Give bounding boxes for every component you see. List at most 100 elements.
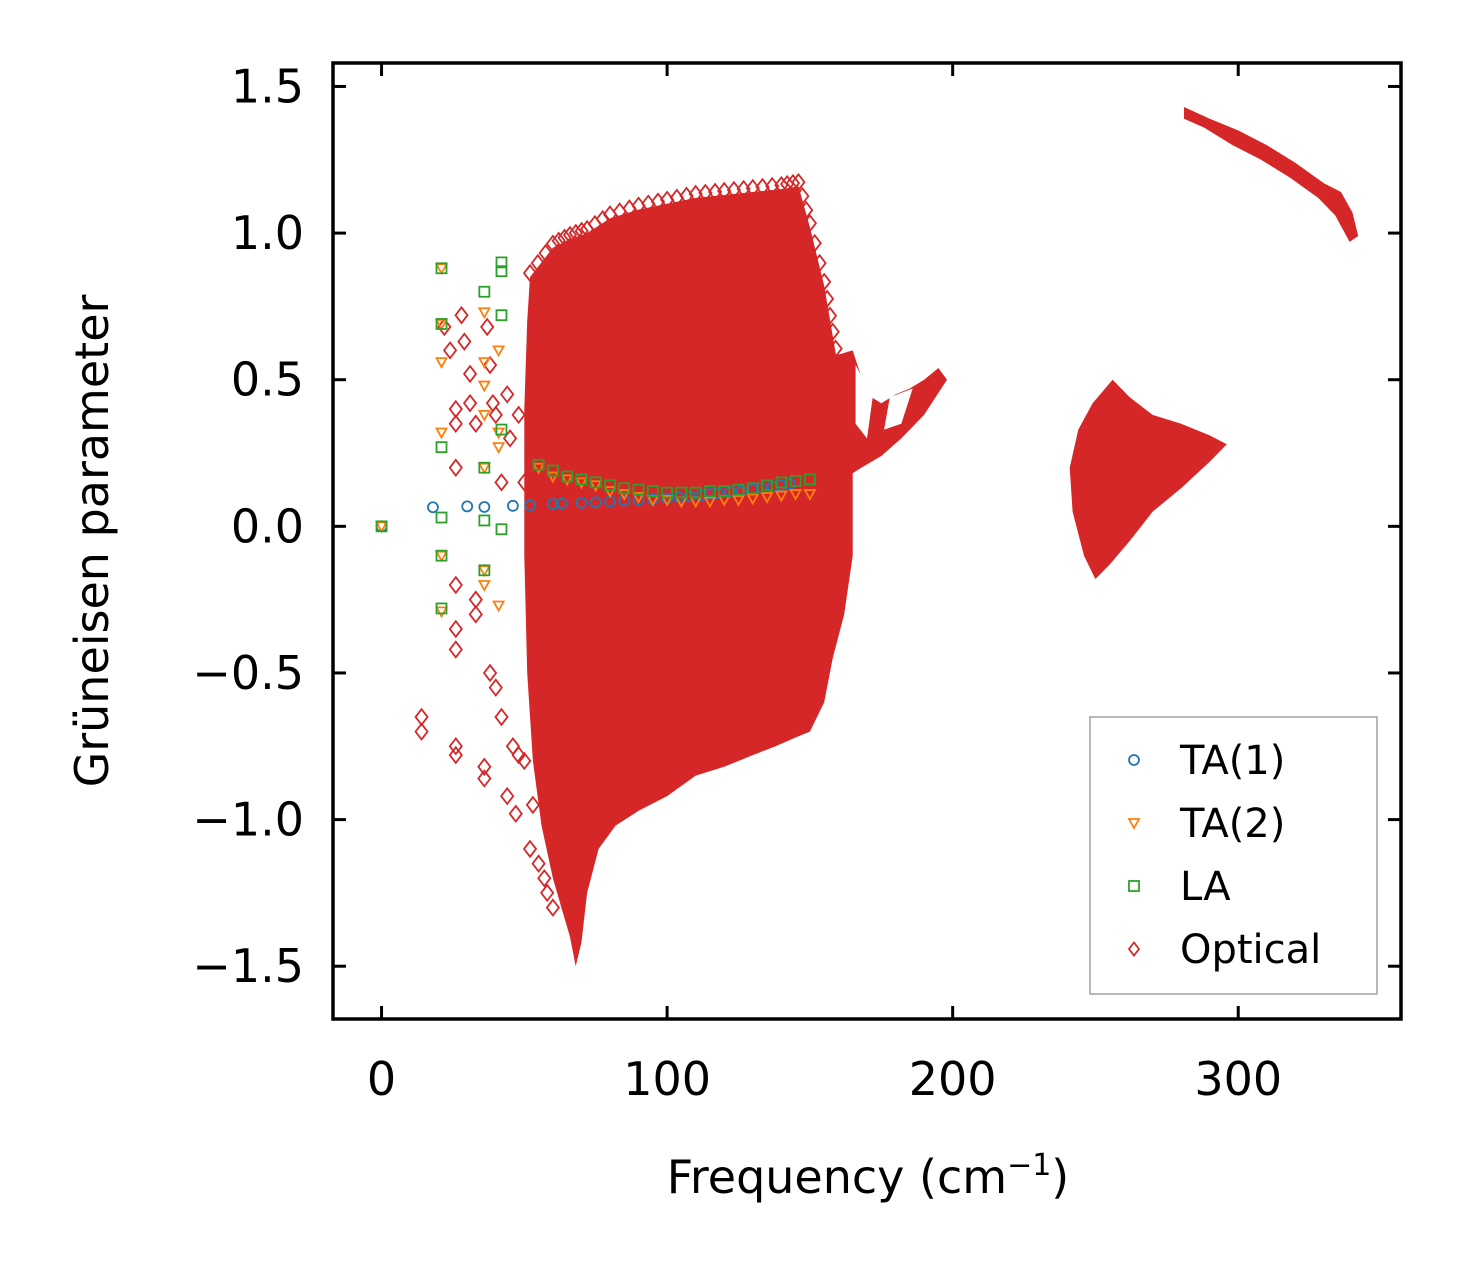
la-point: [732, 483, 745, 496]
ta-2-point: [703, 496, 717, 509]
optical-point: [502, 429, 518, 448]
optical-point: [517, 751, 532, 771]
optical-edge-marker: [791, 172, 806, 192]
optical-point: [511, 405, 526, 425]
optical-dense-main: [524, 186, 853, 967]
optical-point: [500, 786, 515, 806]
ta-1-point: [507, 499, 519, 512]
ta-1-point: [555, 497, 568, 510]
ta-2-point: [477, 565, 491, 578]
optical-point: [522, 839, 538, 859]
optical-point: [468, 605, 483, 624]
optical-edge-marker: [562, 225, 578, 245]
ta-2-point: [492, 345, 506, 358]
ta-2-point: [434, 263, 449, 276]
la-point: [632, 483, 645, 496]
ta-2-point: [546, 471, 560, 484]
ta-2-point: [477, 307, 491, 320]
optical-dense-layer: [522, 107, 1359, 967]
la-point: [435, 262, 448, 275]
la-point: [375, 520, 388, 533]
ta-1-point: [618, 494, 631, 507]
ta-2-point: [434, 427, 449, 440]
optical-point: [448, 736, 463, 756]
y-tick-label: 0.0: [231, 499, 304, 553]
optical-edge-marker: [545, 234, 561, 254]
optical-dense-arc: [1184, 107, 1359, 242]
optical-edge-marker: [522, 263, 538, 283]
optical-point: [477, 769, 492, 788]
optical-point: [480, 317, 495, 337]
optical-edge-marker: [817, 272, 832, 292]
ta-2-point: [434, 550, 449, 563]
tick-layer: 0 100 200 300 −1.5 −1.0 −0.5 0.0 0.5 1.0 1.5: [192, 59, 1401, 1106]
x-tick-label: 0: [367, 1052, 396, 1106]
ta-1-point: [461, 500, 474, 513]
optical-fan-gap: [884, 388, 913, 430]
ta-2-point: [434, 606, 449, 619]
optical-edge-marker: [799, 200, 814, 220]
ta-2-point: [617, 489, 631, 501]
optical-point: [488, 678, 503, 697]
ta-2-point: [434, 319, 449, 331]
optical-point: [462, 364, 478, 384]
ta-1-point: [524, 499, 536, 512]
optical-point: [457, 332, 472, 351]
x-axis-label-sup: −1: [1007, 1148, 1051, 1183]
la-point: [435, 511, 448, 524]
optical-point: [508, 804, 523, 824]
la-point: [675, 486, 688, 499]
ta-2-point: [574, 477, 588, 490]
optical-edge-marker: [568, 223, 583, 243]
la-point: [478, 285, 491, 298]
x-tick-label: 300: [1194, 1052, 1282, 1106]
optical-edge-marker: [774, 175, 789, 195]
optical-point: [517, 473, 532, 492]
ta-2-point: [589, 480, 603, 493]
optical-point: [448, 640, 463, 659]
ta-2-point: [632, 492, 646, 504]
ta-2-point: [603, 486, 617, 499]
la-point: [546, 464, 559, 477]
la-point: [789, 474, 802, 487]
optical-edge-marker: [574, 221, 589, 241]
legend-label-optical: Optical: [1180, 927, 1321, 973]
optical-edge-marker: [819, 289, 835, 309]
optical-point: [448, 619, 463, 639]
optical-point: [494, 707, 509, 727]
ta-2-point: [375, 521, 389, 534]
optical-point: [511, 745, 526, 765]
optical-point: [540, 883, 555, 903]
x-axis-label-close: ): [1051, 1150, 1069, 1204]
optical-edge-marker: [538, 243, 553, 263]
ta-1-point: [575, 496, 588, 509]
legend: TA(1) TA(2) LA Optical: [1089, 716, 1378, 995]
ta-2-point: [532, 462, 546, 475]
la-point: [761, 479, 773, 492]
ta-1-point: [546, 498, 559, 510]
la-point: [495, 523, 508, 536]
optical-point: [454, 305, 469, 325]
legend-marker-ta-1: [1128, 754, 1140, 766]
optical-point: [462, 393, 478, 413]
la-point: [589, 476, 602, 489]
optical-point: [537, 868, 552, 888]
ta-2-point: [477, 357, 491, 369]
la-point: [618, 482, 631, 495]
ta-2-point: [492, 600, 506, 613]
ta-2-point: [746, 493, 760, 506]
ta-2-point: [477, 462, 491, 475]
la-point: [435, 441, 448, 454]
la-point: [775, 476, 788, 489]
ta-2-point: [760, 492, 774, 504]
la-point: [435, 549, 448, 562]
optical-point: [448, 458, 463, 477]
la-point: [495, 309, 508, 322]
la-point: [746, 482, 759, 495]
optical-edge-marker: [807, 233, 822, 253]
ta-2-point: [492, 442, 506, 455]
optical-fan-gap: [855, 365, 873, 439]
x-axis-label-main: Frequency (cm: [667, 1150, 1007, 1204]
ta-2-point: [774, 490, 788, 503]
optical-point: [488, 405, 503, 425]
